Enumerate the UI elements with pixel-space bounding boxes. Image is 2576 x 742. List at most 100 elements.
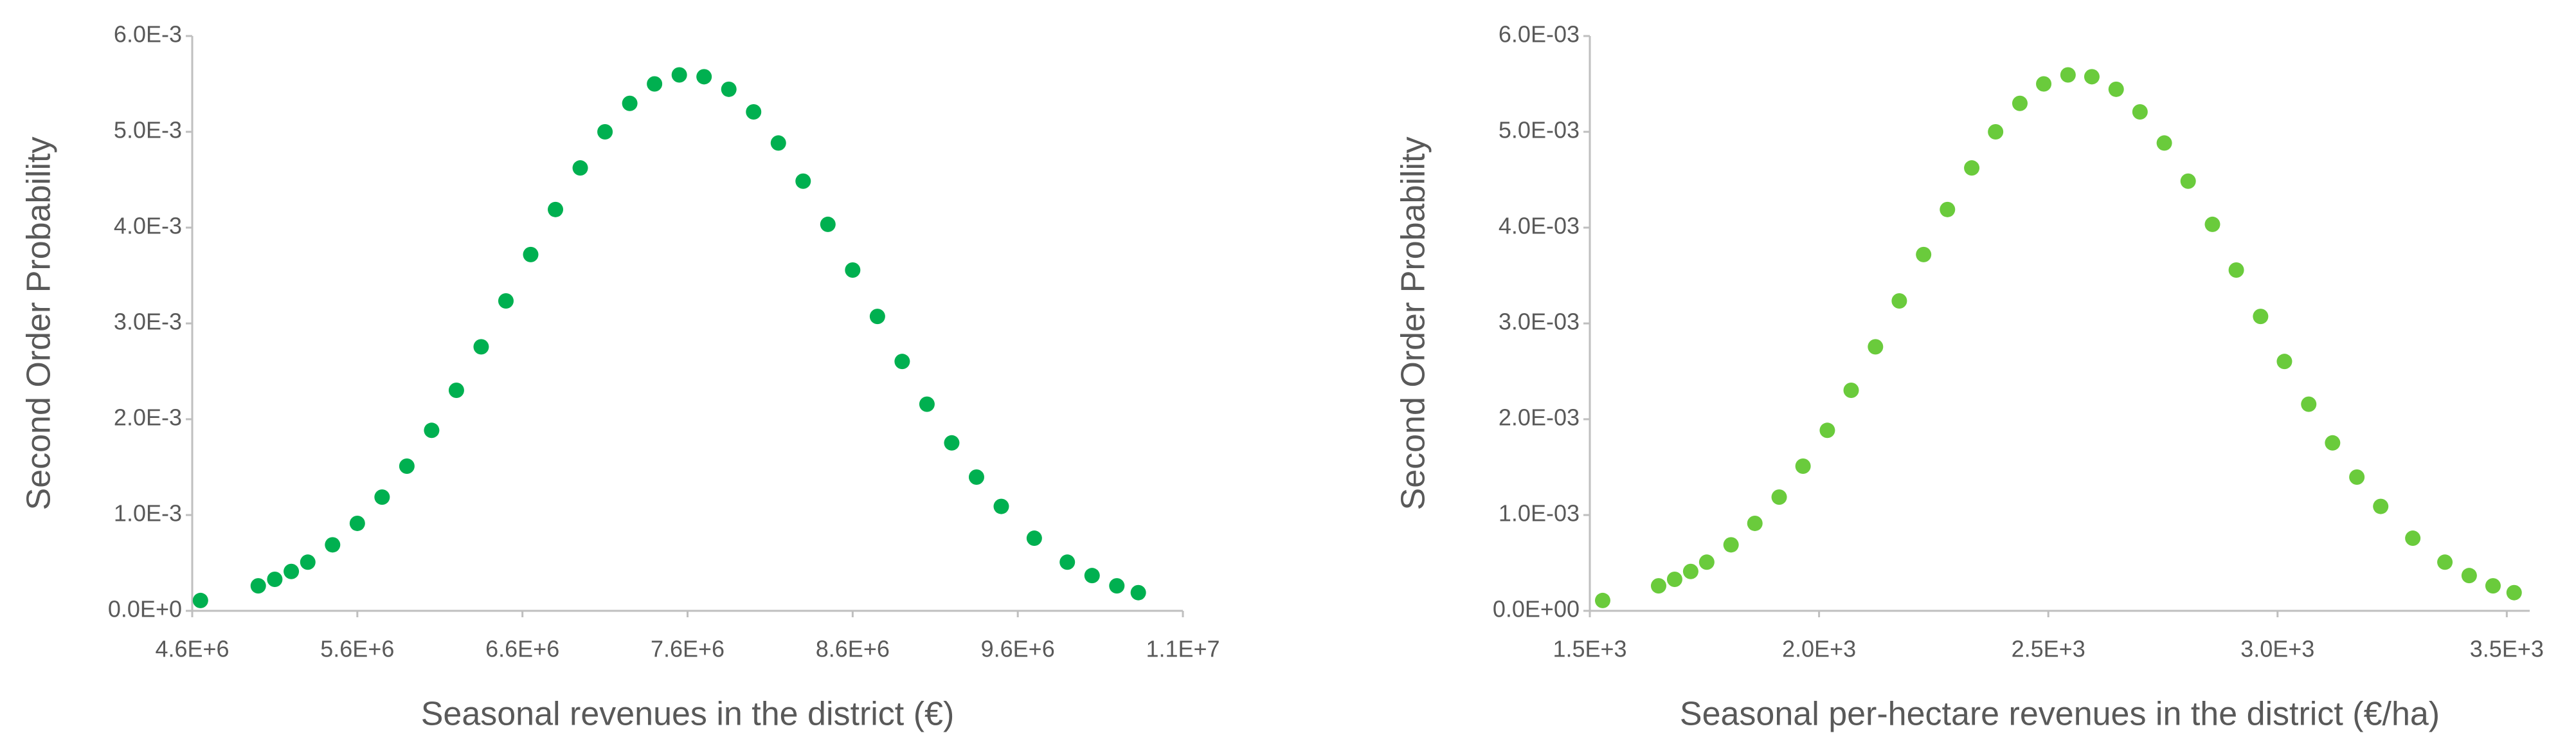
scatter-point xyxy=(968,469,984,485)
scatter-point xyxy=(1843,383,1859,399)
scatter-point xyxy=(1891,293,1907,309)
scatter-point xyxy=(1130,584,1146,601)
x-axis-title: Seasonal revenues in the district (€) xyxy=(421,696,955,733)
scatter-point xyxy=(1698,554,1715,570)
scatter-point xyxy=(1819,422,1835,439)
scatter-point xyxy=(572,160,588,176)
y-axis-title: Second Order Probability xyxy=(1395,137,1432,511)
x-tick-label: 6.6E+6 xyxy=(485,636,559,662)
scatter-point xyxy=(2156,135,2172,151)
scatter-point xyxy=(448,383,464,399)
scatter-point xyxy=(267,571,283,587)
y-tick-label: 5.0E-03 xyxy=(1499,117,1580,143)
scatter-point xyxy=(2036,76,2052,92)
y-tick-label: 3.0E-03 xyxy=(1499,309,1580,335)
scatter-point xyxy=(2301,396,2317,412)
scatter-point xyxy=(424,422,440,439)
scatter-point xyxy=(1723,537,1739,553)
scatter-point xyxy=(325,537,341,553)
scatter-point xyxy=(1682,563,1698,579)
scatter-point xyxy=(2180,173,2196,189)
scatter-point xyxy=(548,201,564,217)
scatter-point xyxy=(473,339,489,355)
scatter-point xyxy=(1666,571,1682,587)
scatter-point xyxy=(192,592,208,608)
scatter-point xyxy=(1795,458,1811,475)
scatter-point xyxy=(2228,262,2244,278)
y-tick-label: 2.0E-03 xyxy=(1499,404,1580,431)
x-tick-label: 2.0E+3 xyxy=(1782,636,1856,662)
scatter-point xyxy=(919,396,935,412)
scatter-point xyxy=(622,95,638,111)
scatter-point xyxy=(993,498,1009,514)
scatter-point xyxy=(869,309,885,325)
y-tick-label: 0.0E+0 xyxy=(108,596,182,622)
scatter-point xyxy=(2325,435,2341,451)
scatter-point xyxy=(721,81,737,97)
scatter-point xyxy=(671,67,687,83)
y-tick-label: 1.0E-03 xyxy=(1499,500,1580,527)
x-tick-label: 1.1E+7 xyxy=(1146,636,1220,662)
scatter-point xyxy=(1594,592,1610,608)
x-tick-label: 5.6E+6 xyxy=(320,636,394,662)
scatter-point xyxy=(250,578,266,594)
scatter-point xyxy=(374,489,390,505)
scatter-point xyxy=(2373,498,2389,514)
scatter-point xyxy=(845,262,861,278)
x-tick-label: 9.6E+6 xyxy=(981,636,1055,662)
scatter-point xyxy=(349,515,365,531)
scatter-point xyxy=(2108,81,2124,97)
y-tick-label: 1.0E-3 xyxy=(114,500,182,527)
scatter-point xyxy=(2506,584,2522,601)
x-tick-label: 7.6E+6 xyxy=(651,636,725,662)
scatter-point xyxy=(2349,469,2365,485)
scatter-point xyxy=(1026,530,1042,547)
scatter-point xyxy=(523,246,539,262)
x-tick-label: 1.5E+3 xyxy=(1553,636,1626,662)
y-tick-label: 2.0E-3 xyxy=(114,404,182,431)
scatter-point xyxy=(2253,309,2269,325)
scatter-point xyxy=(2132,104,2148,120)
scatter-point xyxy=(1988,124,2004,140)
scatter-point xyxy=(1916,246,1932,262)
scatter-point xyxy=(597,124,613,140)
scatter-point xyxy=(2060,67,2076,83)
scatter-point xyxy=(2485,578,2501,594)
scatter-point xyxy=(2437,554,2453,570)
scatter-point xyxy=(1868,339,1884,355)
y-tick-label: 4.0E-3 xyxy=(114,213,182,239)
scatter-point xyxy=(1059,554,1076,570)
y-tick-label: 6.0E-3 xyxy=(114,21,182,48)
scatter-point xyxy=(2461,568,2477,584)
scatter-point xyxy=(2012,95,2028,111)
scatter-point xyxy=(894,354,910,370)
scatter-point xyxy=(1747,515,1763,531)
scatter-point xyxy=(1650,578,1666,594)
scatter-point xyxy=(795,173,811,189)
scatter-point xyxy=(820,216,836,232)
scatter-point xyxy=(746,104,762,120)
scatter-point xyxy=(944,435,960,451)
y-tick-label: 3.0E-3 xyxy=(114,309,182,335)
scatter-point xyxy=(2405,530,2421,547)
scatter-point xyxy=(1084,568,1100,584)
scatter-point xyxy=(399,458,415,475)
scatter-point xyxy=(284,563,300,579)
scatter-point xyxy=(1771,489,1787,505)
scatter-point xyxy=(2204,216,2220,232)
y-tick-label: 0.0E+00 xyxy=(1493,596,1580,622)
scatter-point xyxy=(696,69,712,85)
scatter-point xyxy=(1964,160,1980,176)
scatter-point xyxy=(300,554,316,570)
scatter-point xyxy=(2084,69,2100,85)
scatter-point xyxy=(498,293,514,309)
scatter-point xyxy=(647,76,663,92)
scatter-point xyxy=(770,135,786,151)
scatter-point xyxy=(2276,354,2292,370)
y-tick-label: 4.0E-03 xyxy=(1499,213,1580,239)
y-tick-label: 5.0E-3 xyxy=(114,117,182,143)
y-axis-title: Second Order Probability xyxy=(21,137,58,511)
x-tick-label: 3.0E+3 xyxy=(2240,636,2314,662)
scatter-point xyxy=(1940,201,1956,217)
